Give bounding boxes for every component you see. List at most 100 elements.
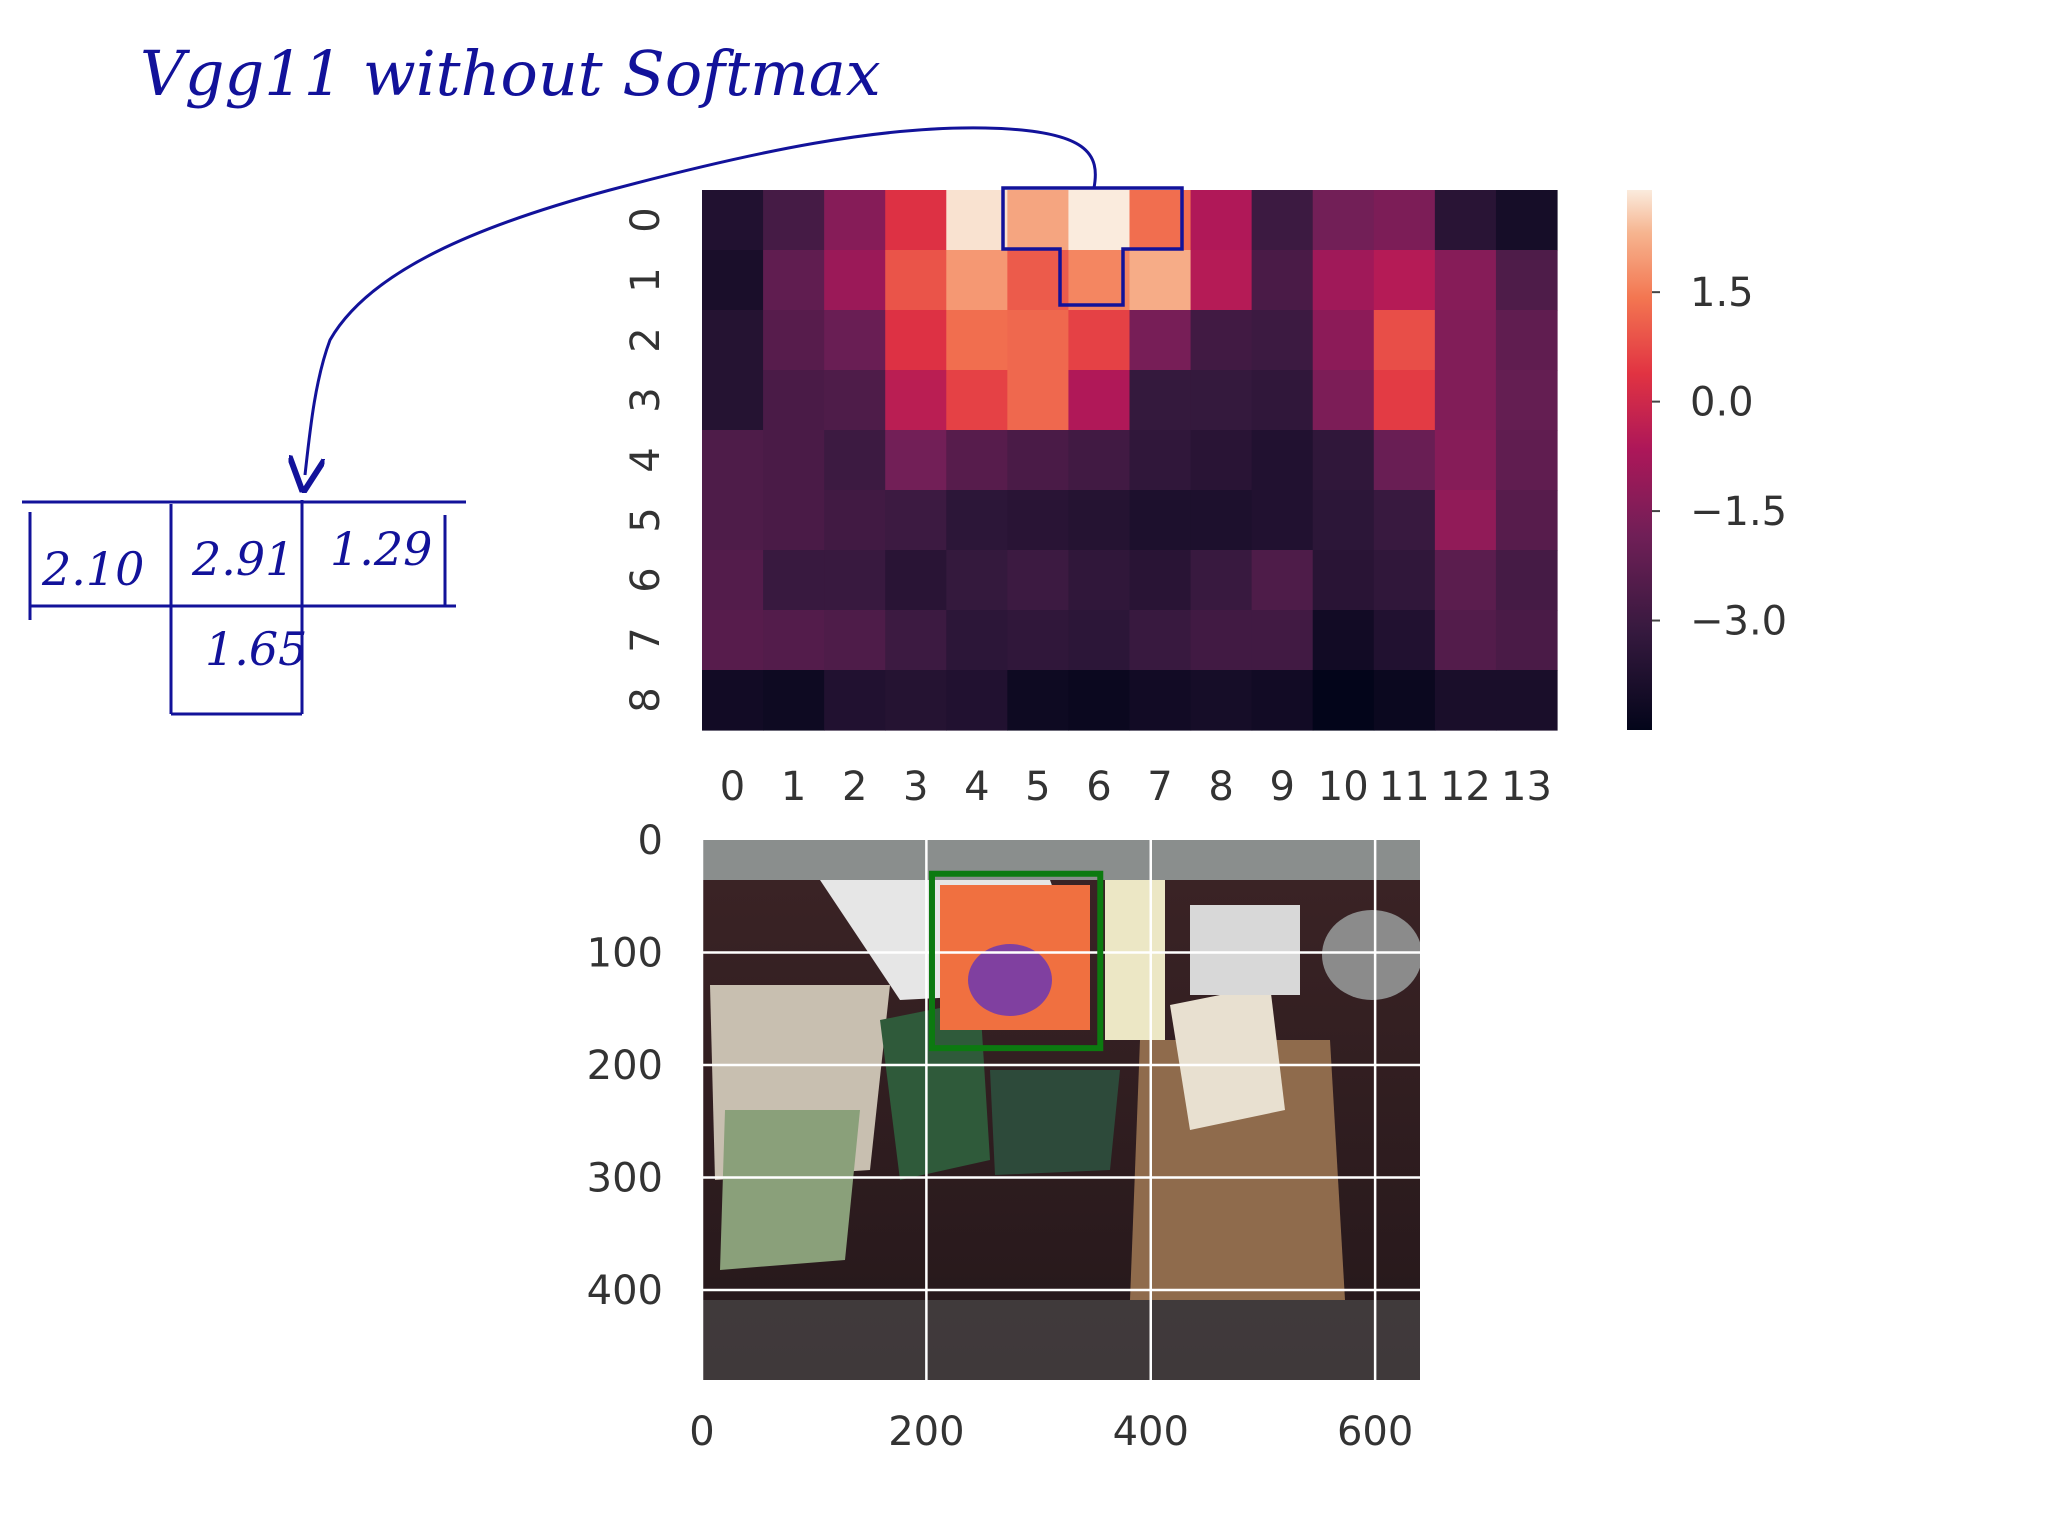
heatmap-x-tick: 1	[781, 764, 806, 810]
heatmap-cell-r8-c13	[1495, 670, 1558, 731]
heatmap-cell-r4-c1	[763, 430, 825, 491]
heatmap-cell-r2-c2	[824, 310, 886, 371]
heatmap-cell-r8-c12	[1434, 670, 1497, 731]
photo-y-tick-labels: 0 100 200 300 400	[587, 818, 663, 1314]
heatmap-y-tick: 8	[623, 687, 669, 712]
heatmap-y-tick: 0	[623, 207, 669, 232]
heatmap-cell-r4-c10	[1312, 430, 1375, 491]
annotation-arrow	[305, 126, 1097, 475]
heatmap-cell-r4-c12	[1434, 430, 1497, 491]
heatmap-cell-r0-c13	[1495, 190, 1558, 251]
heatmap-cell-r6-c8	[1190, 550, 1253, 611]
heatmap-cell-r7-c0	[702, 610, 764, 671]
heatmap-cell-r6-c7	[1129, 550, 1192, 611]
heatmap-cell-r8-c8	[1190, 670, 1253, 731]
heatmap-x-tick-labels: 0 1 2 3 4 5 6 7 8 9 10 11 12 13	[720, 764, 1552, 810]
heatmap-cell-r1-c9	[1251, 250, 1314, 311]
heatmap-cell-r8-c0	[702, 670, 764, 731]
heatmap-cell-r1-c13	[1495, 250, 1558, 311]
heatmap-y-tick: 4	[623, 447, 669, 472]
heatmap-cell-r6-c10	[1312, 550, 1375, 611]
heatmap-cell-r1-c10	[1312, 250, 1375, 311]
heatmap-cell-r7-c13	[1495, 610, 1558, 671]
heatmap-cell-r4-c0	[702, 430, 764, 491]
heatmap-cell-r3-c6	[1068, 370, 1131, 431]
heatmap-cell-r1-c2	[824, 250, 886, 311]
heatmap-x-tick: 6	[1086, 764, 1111, 810]
heatmap-x-tick: 11	[1379, 764, 1430, 810]
colorbar-tick-label: 1.5	[1690, 270, 1754, 316]
heatmap-cell-r6-c2	[824, 550, 886, 611]
heatmap-cell-r0-c9	[1251, 190, 1314, 251]
heatmap-y-tick: 1	[623, 267, 669, 292]
heatmap-cell-r5-c5	[1007, 490, 1070, 551]
heatmap-cell-r2-c5	[1007, 310, 1070, 371]
heatmap-cell-r3-c2	[824, 370, 886, 431]
heatmap-cell-r8-c6	[1068, 670, 1131, 731]
heatmap-cell-r0-c8	[1190, 190, 1253, 251]
heatmap-x-tick: 9	[1269, 764, 1294, 810]
heatmap-cell-r4-c6	[1068, 430, 1131, 491]
colorbar-tick-label: −3.0	[1690, 599, 1787, 645]
heatmap-cell-r0-c11	[1373, 190, 1436, 251]
heatmap-cell-r1-c3	[885, 250, 947, 311]
heatmap-cell-r1-c6	[1068, 250, 1131, 311]
heatmap-x-tick: 7	[1147, 764, 1172, 810]
annotation-table	[22, 500, 466, 716]
heatmap-cell-r8-c1	[763, 670, 825, 731]
heatmap-cell-r2-c9	[1251, 310, 1314, 371]
heatmap-cell-r7-c5	[1007, 610, 1070, 671]
heatmap-cell-r5-c1	[763, 490, 825, 551]
heatmap-cell-r2-c12	[1434, 310, 1497, 371]
heatmap-cell-r4-c13	[1495, 430, 1558, 491]
heatmap-cell-r2-c8	[1190, 310, 1253, 371]
heatmap-cell-r3-c3	[885, 370, 947, 431]
colorbar-tick-labels: 1.5 0.0 −1.5 −3.0	[1652, 270, 1787, 645]
heatmap-cell-r8-c4	[946, 670, 1008, 731]
photo-x-tick: 400	[1113, 1409, 1189, 1455]
heatmap-cell-r5-c11	[1373, 490, 1436, 551]
heatmap-x-tick: 12	[1440, 764, 1491, 810]
photo-x-tick: 200	[888, 1409, 964, 1455]
heatmap-x-tick: 10	[1318, 764, 1369, 810]
table-value-left: 2.10	[41, 542, 144, 596]
heatmap-cell-r7-c4	[946, 610, 1008, 671]
heatmap-y-tick: 5	[623, 507, 669, 532]
photo-x-tick: 600	[1337, 1409, 1413, 1455]
heatmap-cell-r8-c5	[1007, 670, 1070, 731]
heatmap-cell-r8-c11	[1373, 670, 1436, 731]
heatmap-cell-r5-c0	[702, 490, 764, 551]
heatmap-cell-r6-c5	[1007, 550, 1070, 611]
heatmap-x-tick: 8	[1208, 764, 1233, 810]
heatmap-cell-r6-c9	[1251, 550, 1314, 611]
heatmap-cell-r3-c1	[763, 370, 825, 431]
photo-y-tick: 200	[587, 1043, 663, 1089]
photo-plot	[702, 840, 1420, 1380]
photo-x-tick-labels: 0 200 400 600	[689, 1409, 1413, 1455]
heatmap-cell-r0-c12	[1434, 190, 1497, 251]
heatmap-cell-r4-c2	[824, 430, 886, 491]
colorbar	[1627, 190, 1652, 730]
heatmap-cell-r0-c10	[1312, 190, 1375, 251]
heatmap-cell-r5-c9	[1251, 490, 1314, 551]
heatmap-cell-r8-c9	[1251, 670, 1314, 731]
heatmap-cell-r6-c3	[885, 550, 947, 611]
heatmap-cell-r4-c3	[885, 430, 947, 491]
heatmap-y-tick: 6	[623, 567, 669, 592]
colorbar-tick-label: −1.5	[1690, 489, 1787, 535]
heatmap-cell-r6-c13	[1495, 550, 1558, 611]
heatmap-cell-r6-c0	[702, 550, 764, 611]
table-value-right: 1.29	[330, 522, 432, 576]
heatmap-cell-r6-c6	[1068, 550, 1131, 611]
heatmap-x-tick: 0	[720, 764, 745, 810]
heatmap-cell-r3-c4	[946, 370, 1008, 431]
heatmap-cell-r0-c3	[885, 190, 947, 251]
heatmap-cell-r2-c3	[885, 310, 947, 371]
heatmap-cell-r1-c4	[946, 250, 1008, 311]
heatmap-cell-r4-c7	[1129, 430, 1192, 491]
heatmap-cell-r8-c7	[1129, 670, 1192, 731]
heatmap-cell-r2-c4	[946, 310, 1008, 371]
heatmap	[702, 190, 1558, 731]
heatmap-cell-r2-c13	[1495, 310, 1558, 371]
heatmap-cell-r5-c13	[1495, 490, 1558, 551]
